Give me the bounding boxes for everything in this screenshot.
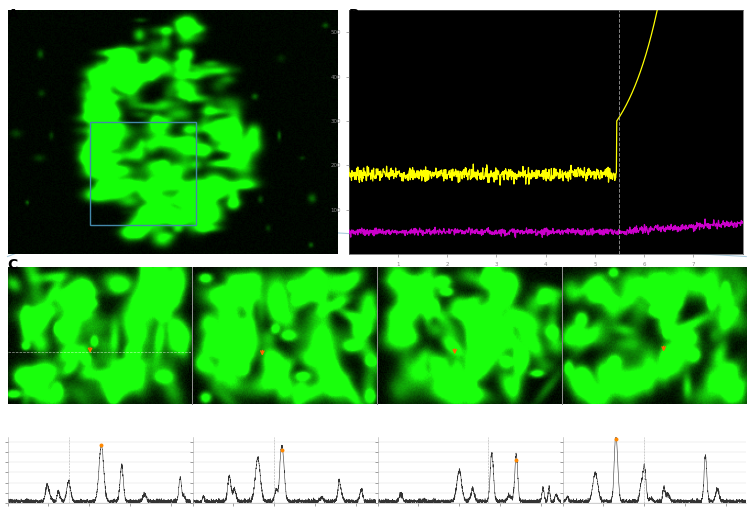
Point [610,435,622,443]
Text: C: C [8,258,18,272]
Text: B: B [349,8,359,22]
X-axis label: Elapsed Time (Sec): Elapsed Time (Sec) [516,269,576,274]
Point [95,440,107,449]
Bar [90,122,196,225]
Point [276,446,288,454]
Point [510,456,522,464]
Text: A: A [8,8,18,22]
